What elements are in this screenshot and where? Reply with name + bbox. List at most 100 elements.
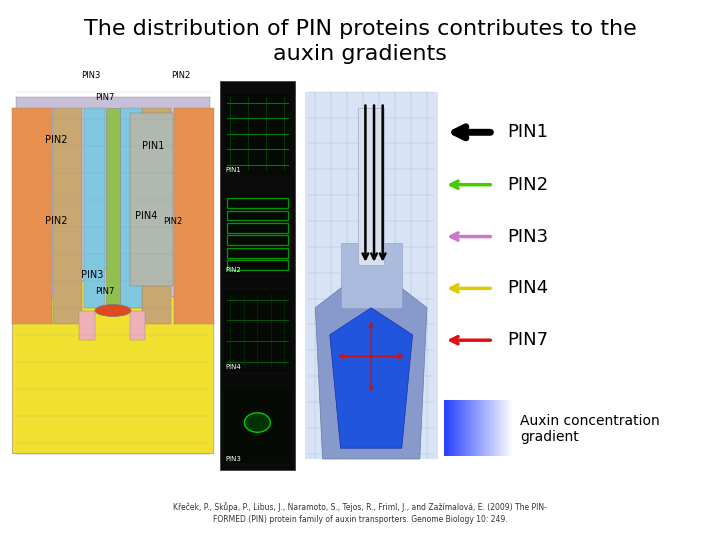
FancyBboxPatch shape	[491, 400, 492, 456]
Text: Auxin concentration
gradient: Auxin concentration gradient	[520, 414, 660, 444]
FancyBboxPatch shape	[468, 400, 469, 456]
Polygon shape	[315, 265, 427, 459]
FancyBboxPatch shape	[498, 400, 499, 456]
FancyBboxPatch shape	[480, 400, 481, 456]
FancyBboxPatch shape	[341, 243, 402, 308]
FancyBboxPatch shape	[446, 400, 448, 456]
FancyBboxPatch shape	[474, 400, 476, 456]
FancyBboxPatch shape	[498, 400, 500, 456]
FancyBboxPatch shape	[499, 400, 500, 456]
Text: PIN3: PIN3	[81, 271, 103, 280]
FancyBboxPatch shape	[484, 400, 485, 456]
Text: PIN4: PIN4	[225, 364, 241, 370]
FancyBboxPatch shape	[464, 400, 465, 456]
FancyBboxPatch shape	[508, 400, 509, 456]
Text: PIN3: PIN3	[81, 71, 100, 80]
FancyBboxPatch shape	[305, 92, 438, 459]
FancyBboxPatch shape	[492, 400, 494, 456]
FancyBboxPatch shape	[481, 400, 482, 456]
FancyBboxPatch shape	[459, 400, 462, 456]
FancyBboxPatch shape	[459, 400, 460, 456]
FancyBboxPatch shape	[482, 400, 485, 456]
FancyBboxPatch shape	[488, 400, 490, 456]
FancyBboxPatch shape	[454, 400, 456, 456]
Text: Křeček, P., Skůpa, P., Libus, J., Naramoto, S., Tejos, R., Friml, J., and Zažíma: Křeček, P., Skůpa, P., Libus, J., Naramo…	[173, 502, 547, 524]
Text: PIN1: PIN1	[508, 123, 549, 141]
Text: The distribution of PIN proteins contributes to the
auxin gradients: The distribution of PIN proteins contrib…	[84, 19, 636, 64]
FancyBboxPatch shape	[505, 400, 507, 456]
FancyBboxPatch shape	[502, 400, 503, 456]
FancyBboxPatch shape	[473, 400, 475, 456]
FancyBboxPatch shape	[142, 108, 171, 324]
FancyBboxPatch shape	[494, 400, 495, 456]
FancyBboxPatch shape	[449, 400, 451, 456]
FancyBboxPatch shape	[470, 400, 472, 456]
FancyBboxPatch shape	[53, 108, 82, 324]
FancyBboxPatch shape	[467, 400, 468, 456]
FancyBboxPatch shape	[512, 400, 513, 456]
FancyBboxPatch shape	[223, 92, 292, 176]
FancyBboxPatch shape	[301, 81, 441, 470]
FancyBboxPatch shape	[220, 81, 295, 470]
FancyBboxPatch shape	[482, 400, 483, 456]
FancyBboxPatch shape	[480, 400, 482, 456]
FancyBboxPatch shape	[508, 400, 510, 456]
FancyBboxPatch shape	[16, 97, 210, 454]
FancyBboxPatch shape	[456, 400, 458, 456]
Text: PIN3: PIN3	[225, 456, 241, 462]
FancyBboxPatch shape	[466, 400, 467, 456]
FancyBboxPatch shape	[485, 400, 487, 456]
FancyBboxPatch shape	[487, 400, 489, 456]
FancyBboxPatch shape	[490, 400, 491, 456]
FancyBboxPatch shape	[485, 400, 486, 456]
Text: PIN2: PIN2	[508, 176, 549, 194]
FancyBboxPatch shape	[12, 108, 52, 324]
FancyBboxPatch shape	[444, 400, 446, 456]
Circle shape	[244, 413, 270, 432]
FancyBboxPatch shape	[469, 400, 471, 456]
Text: PIN7: PIN7	[95, 287, 114, 296]
FancyBboxPatch shape	[457, 400, 459, 456]
FancyBboxPatch shape	[84, 108, 105, 308]
FancyBboxPatch shape	[509, 400, 510, 456]
FancyBboxPatch shape	[174, 108, 214, 324]
FancyBboxPatch shape	[455, 400, 457, 456]
Text: PIN1: PIN1	[142, 141, 164, 151]
FancyBboxPatch shape	[461, 400, 462, 456]
FancyBboxPatch shape	[510, 400, 512, 456]
Text: PIN1: PIN1	[225, 167, 241, 173]
FancyBboxPatch shape	[451, 400, 453, 456]
FancyBboxPatch shape	[496, 400, 498, 456]
FancyBboxPatch shape	[477, 400, 480, 456]
FancyBboxPatch shape	[450, 400, 452, 456]
FancyBboxPatch shape	[507, 400, 508, 456]
FancyBboxPatch shape	[489, 400, 490, 456]
FancyBboxPatch shape	[500, 400, 503, 456]
FancyBboxPatch shape	[475, 400, 477, 456]
FancyBboxPatch shape	[462, 400, 464, 456]
FancyBboxPatch shape	[120, 108, 142, 308]
FancyBboxPatch shape	[447, 400, 449, 456]
Text: PIN2: PIN2	[45, 136, 67, 145]
FancyBboxPatch shape	[500, 400, 501, 456]
FancyBboxPatch shape	[223, 289, 292, 373]
FancyBboxPatch shape	[503, 400, 504, 456]
Text: PIN7: PIN7	[95, 93, 114, 102]
FancyBboxPatch shape	[495, 400, 497, 456]
FancyBboxPatch shape	[358, 108, 384, 265]
Ellipse shape	[95, 305, 131, 316]
FancyBboxPatch shape	[445, 400, 446, 456]
FancyBboxPatch shape	[486, 400, 487, 456]
FancyBboxPatch shape	[465, 400, 467, 456]
Text: PIN2: PIN2	[171, 71, 190, 80]
Text: PIN2: PIN2	[163, 217, 183, 226]
FancyBboxPatch shape	[490, 400, 492, 456]
FancyBboxPatch shape	[478, 400, 480, 456]
Text: PIN4: PIN4	[508, 279, 549, 298]
FancyBboxPatch shape	[477, 400, 478, 456]
FancyBboxPatch shape	[472, 400, 473, 456]
FancyBboxPatch shape	[495, 400, 496, 456]
FancyBboxPatch shape	[476, 400, 477, 456]
Text: PIN4: PIN4	[135, 211, 157, 221]
FancyBboxPatch shape	[511, 400, 513, 456]
